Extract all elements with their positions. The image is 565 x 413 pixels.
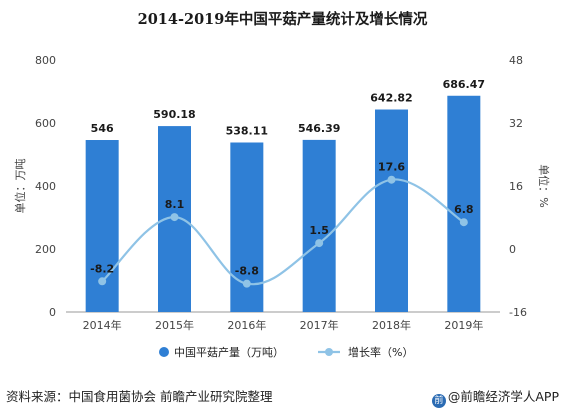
y-left-tick-label: 400 xyxy=(35,180,56,193)
bar-value-label: 546.39 xyxy=(298,122,340,135)
growth-point xyxy=(315,239,324,248)
y-right-tick-label: -16 xyxy=(509,306,527,319)
bar-value-label: 546 xyxy=(91,122,114,135)
growth-value-label: 8.1 xyxy=(165,198,185,211)
growth-point xyxy=(170,213,179,222)
brand-credit: 前 @前瞻经济学人APP xyxy=(431,386,559,408)
y-left-tick-label: 600 xyxy=(35,117,56,130)
y-right-tick-label: 16 xyxy=(509,180,523,193)
growth-value-label: -8.2 xyxy=(90,262,114,275)
y-left-tick-label: 0 xyxy=(49,306,56,319)
growth-rate-line xyxy=(101,178,465,286)
legend-line-label: 增长率（%） xyxy=(348,345,413,359)
growth-value-label: -8.8 xyxy=(235,265,259,278)
bar-value-label: 590.18 xyxy=(153,108,195,121)
y-left-axis-title: 单位：万吨 xyxy=(13,159,27,214)
y-left-tick-label: 800 xyxy=(35,54,56,67)
chart-title: 2014-2019年中国平菇产量统计及增长情况 xyxy=(137,11,428,28)
source-note: 资料来源：中国食用菌协会 前瞻产业研究院整理 xyxy=(6,389,273,404)
bar-value-label: 686.47 xyxy=(443,78,485,91)
x-tick-label: 2014年 xyxy=(83,318,122,332)
brand-text: @前瞻经济学人APP xyxy=(447,389,559,404)
legend-line-dot xyxy=(325,348,333,356)
growth-point xyxy=(242,279,251,288)
legend-bar-label: 中国平菇产量（万吨） xyxy=(174,345,284,359)
y-right-tick-label: 32 xyxy=(509,117,523,130)
bar-value-label: 538.11 xyxy=(226,124,268,137)
bar xyxy=(375,109,408,312)
x-tick-label: 2016年 xyxy=(227,318,266,332)
growth-point xyxy=(459,218,468,227)
growth-value-label: 1.5 xyxy=(309,224,329,237)
growth-point xyxy=(98,277,107,286)
bar xyxy=(85,140,119,312)
y-right-tick-label: 0 xyxy=(509,243,516,256)
x-tick-label: 2017年 xyxy=(300,318,339,332)
legend-bar-marker xyxy=(159,347,169,357)
y-right-tick-label: 48 xyxy=(509,54,523,67)
x-tick-label: 2019年 xyxy=(444,318,483,332)
growth-point xyxy=(387,175,396,184)
y-right-axis-title: 单位：% xyxy=(537,164,551,207)
growth-value-label: 6.8 xyxy=(454,203,474,216)
bar xyxy=(447,95,481,312)
brand-logo-icon: 前 xyxy=(431,394,446,408)
bar-value-label: 642.82 xyxy=(370,92,412,105)
bar xyxy=(302,139,336,312)
growth-value-label: 17.6 xyxy=(378,161,405,174)
x-tick-label: 2018年 xyxy=(372,318,411,332)
y-left-tick-label: 200 xyxy=(35,243,56,256)
x-tick-label: 2015年 xyxy=(155,318,194,332)
